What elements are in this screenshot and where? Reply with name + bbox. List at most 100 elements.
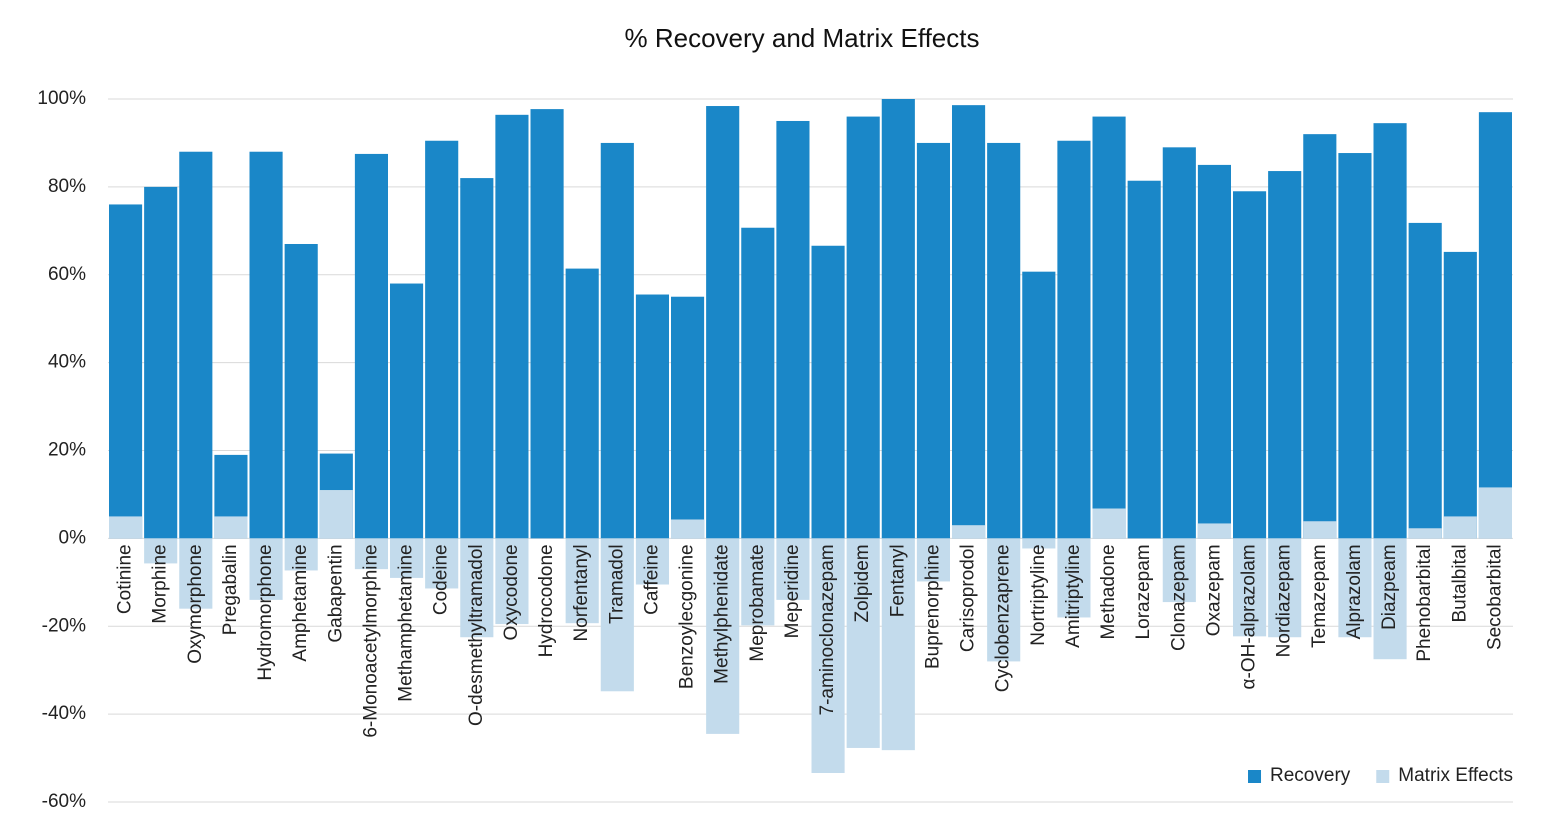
x-tick-label: Alprazolam: [1344, 544, 1365, 639]
y-tick-label: -40%: [42, 703, 86, 724]
x-tick-label: 7-aminoclonazepam: [817, 544, 838, 715]
bar: [706, 106, 740, 539]
x-tick-label: Morphine: [150, 544, 171, 623]
bar: [319, 490, 353, 539]
x-tick-label: Carisoprodol: [958, 544, 979, 652]
bar: [1022, 538, 1056, 549]
x-tick-label: Pregabalin: [220, 544, 241, 635]
bar: [1197, 164, 1231, 539]
bar: [390, 538, 424, 578]
bar: [1338, 153, 1372, 539]
x-tick-label: Caffeine: [641, 544, 662, 614]
x-tick-label: Meprobamate: [747, 544, 768, 661]
bar: [987, 538, 1021, 662]
x-tick-label: 6-Monoacetylmorphine: [360, 544, 381, 737]
bar: [460, 178, 494, 539]
x-tick-label: Hydrocodone: [536, 544, 557, 657]
bar: [1338, 538, 1372, 638]
bar: [109, 204, 143, 539]
x-tick-label: Buprenorphine: [922, 544, 943, 669]
bar: [1162, 538, 1196, 603]
x-tick-label: Diazpeam: [1379, 544, 1400, 630]
bar: [635, 294, 669, 539]
bar: [635, 538, 669, 585]
legend-label: Recovery: [1270, 765, 1351, 786]
bar: [1057, 140, 1091, 539]
x-tick-label: Cyclobenzaprene: [993, 544, 1014, 692]
x-tick-label: Codeine: [431, 544, 452, 615]
x-tick-label: Methadone: [1098, 544, 1119, 639]
bar: [144, 538, 178, 564]
bar: [1197, 523, 1231, 539]
bar: [1057, 538, 1091, 618]
bar: [284, 243, 318, 539]
x-tick-label: Cotinine: [115, 544, 136, 614]
bar: [1443, 516, 1477, 539]
bar: [249, 151, 283, 539]
bar: [1233, 191, 1267, 539]
bar: [425, 140, 459, 539]
bar: [354, 153, 388, 539]
bar: [776, 120, 810, 539]
bar: [1092, 116, 1126, 539]
x-tick-label: Oxazepam: [1203, 544, 1224, 636]
x-tick-label: Norfentanyl: [571, 544, 592, 641]
bar: [706, 538, 740, 734]
bar: [881, 99, 915, 539]
x-tick-label: Clonazepam: [1168, 544, 1189, 651]
x-tick-label: Oxycodone: [501, 544, 522, 640]
bar: [1303, 134, 1337, 539]
bar: [600, 142, 634, 539]
legend-swatch: [1248, 770, 1262, 783]
x-tick-label: Hydromorphone: [255, 544, 276, 680]
bar: [846, 538, 880, 748]
x-tick-label: Methamphetamine: [396, 544, 417, 701]
bar: [846, 116, 880, 539]
x-tick-label: Meperidine: [782, 544, 803, 638]
bar: [1443, 251, 1477, 539]
bar: [1268, 538, 1302, 638]
bar: [1162, 147, 1196, 539]
bar: [987, 142, 1021, 539]
bar: [390, 283, 424, 539]
bar: [600, 538, 634, 692]
bar: [952, 105, 986, 539]
y-tick-label: -20%: [42, 615, 86, 636]
bar: [1303, 521, 1337, 539]
bar: [671, 296, 705, 539]
bar: [179, 538, 213, 609]
x-tick-label: Zolpidem: [852, 544, 873, 622]
bar: [1127, 180, 1161, 539]
bar: [214, 516, 248, 539]
bar: [495, 114, 529, 539]
bar: [1022, 271, 1056, 539]
bar: [179, 151, 213, 539]
bar: [425, 538, 459, 589]
x-tick-label: Gabapentin: [325, 544, 346, 642]
bar: [144, 186, 178, 539]
x-tick-label: Benzoylecgonine: [677, 544, 698, 689]
bar: [249, 538, 283, 600]
bar: [284, 538, 318, 571]
x-tick-label: Amphetamine: [290, 544, 311, 661]
x-tick-label: Methylphenidate: [712, 544, 733, 683]
x-tick-label: Phenobarbital: [1414, 544, 1435, 661]
bar: [1408, 222, 1442, 539]
chart-title: % Recovery and Matrix Effects: [625, 23, 980, 53]
bar: [1478, 112, 1512, 539]
bar: [741, 538, 775, 626]
bar: [530, 109, 564, 539]
x-tick-label: Nortriptyline: [1028, 544, 1049, 645]
bar: [109, 516, 143, 539]
bar: [565, 538, 599, 624]
x-tick-label: Tramadol: [606, 544, 627, 624]
bar: [1233, 538, 1267, 637]
bar: [1092, 508, 1126, 539]
bar: [811, 245, 845, 539]
x-tick-label: Secobarbital: [1484, 544, 1505, 650]
bar: [916, 538, 950, 582]
x-tick-label: Oxymorphone: [185, 544, 206, 663]
x-tick-label: α-OH-alprazolam: [1239, 544, 1260, 689]
